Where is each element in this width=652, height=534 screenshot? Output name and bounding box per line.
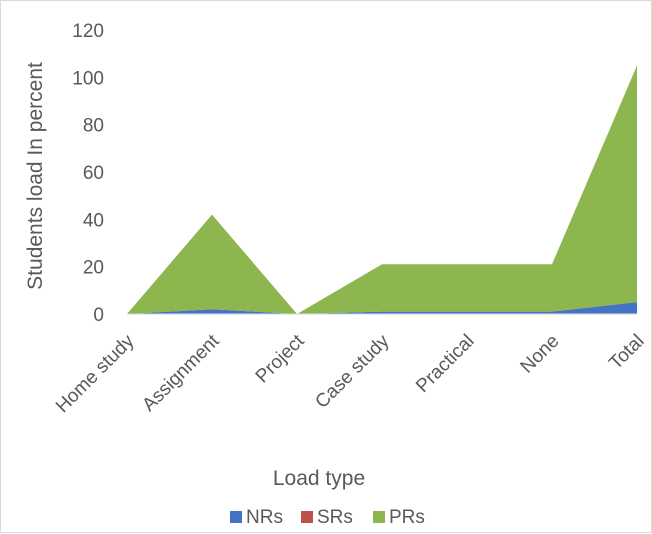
x-axis-title: Load type	[273, 467, 365, 490]
x-tick-label: Home study	[52, 330, 139, 417]
legend-label-srs: SRs	[317, 507, 353, 528]
y-tick-labels: 0 20 40 60 80 100 120	[72, 21, 104, 326]
legend-label-prs: PRs	[389, 507, 425, 528]
y-tick-label: 0	[93, 305, 104, 326]
x-tick-label: Practical	[412, 331, 478, 397]
area-series-group	[127, 65, 637, 314]
x-tick-label: Case study	[311, 330, 393, 412]
y-tick-label: 120	[72, 21, 104, 42]
x-tick-label: Project	[252, 330, 309, 387]
legend-swatch-srs	[301, 511, 313, 523]
y-tick-label: 100	[72, 68, 104, 89]
x-tick-label: Assignment	[138, 330, 224, 416]
legend-swatch-prs	[373, 511, 385, 523]
legend-swatch-nrs	[230, 511, 242, 523]
legend-label-nrs: NRs	[246, 507, 283, 528]
x-tick-label: Total	[605, 331, 648, 374]
legend: NRs SRs PRs	[230, 507, 425, 528]
y-axis-title: Students load In percent	[24, 62, 47, 290]
area-nrs	[127, 302, 637, 314]
area-prs	[127, 65, 637, 314]
y-tick-label: 20	[83, 258, 104, 279]
y-tick-label: 40	[83, 210, 104, 231]
y-tick-label: 60	[83, 163, 104, 184]
x-tick-labels: Home study Assignment Project Case study Pra…	[52, 330, 649, 417]
x-tick-label: None	[517, 331, 564, 378]
y-tick-label: 80	[83, 116, 104, 137]
